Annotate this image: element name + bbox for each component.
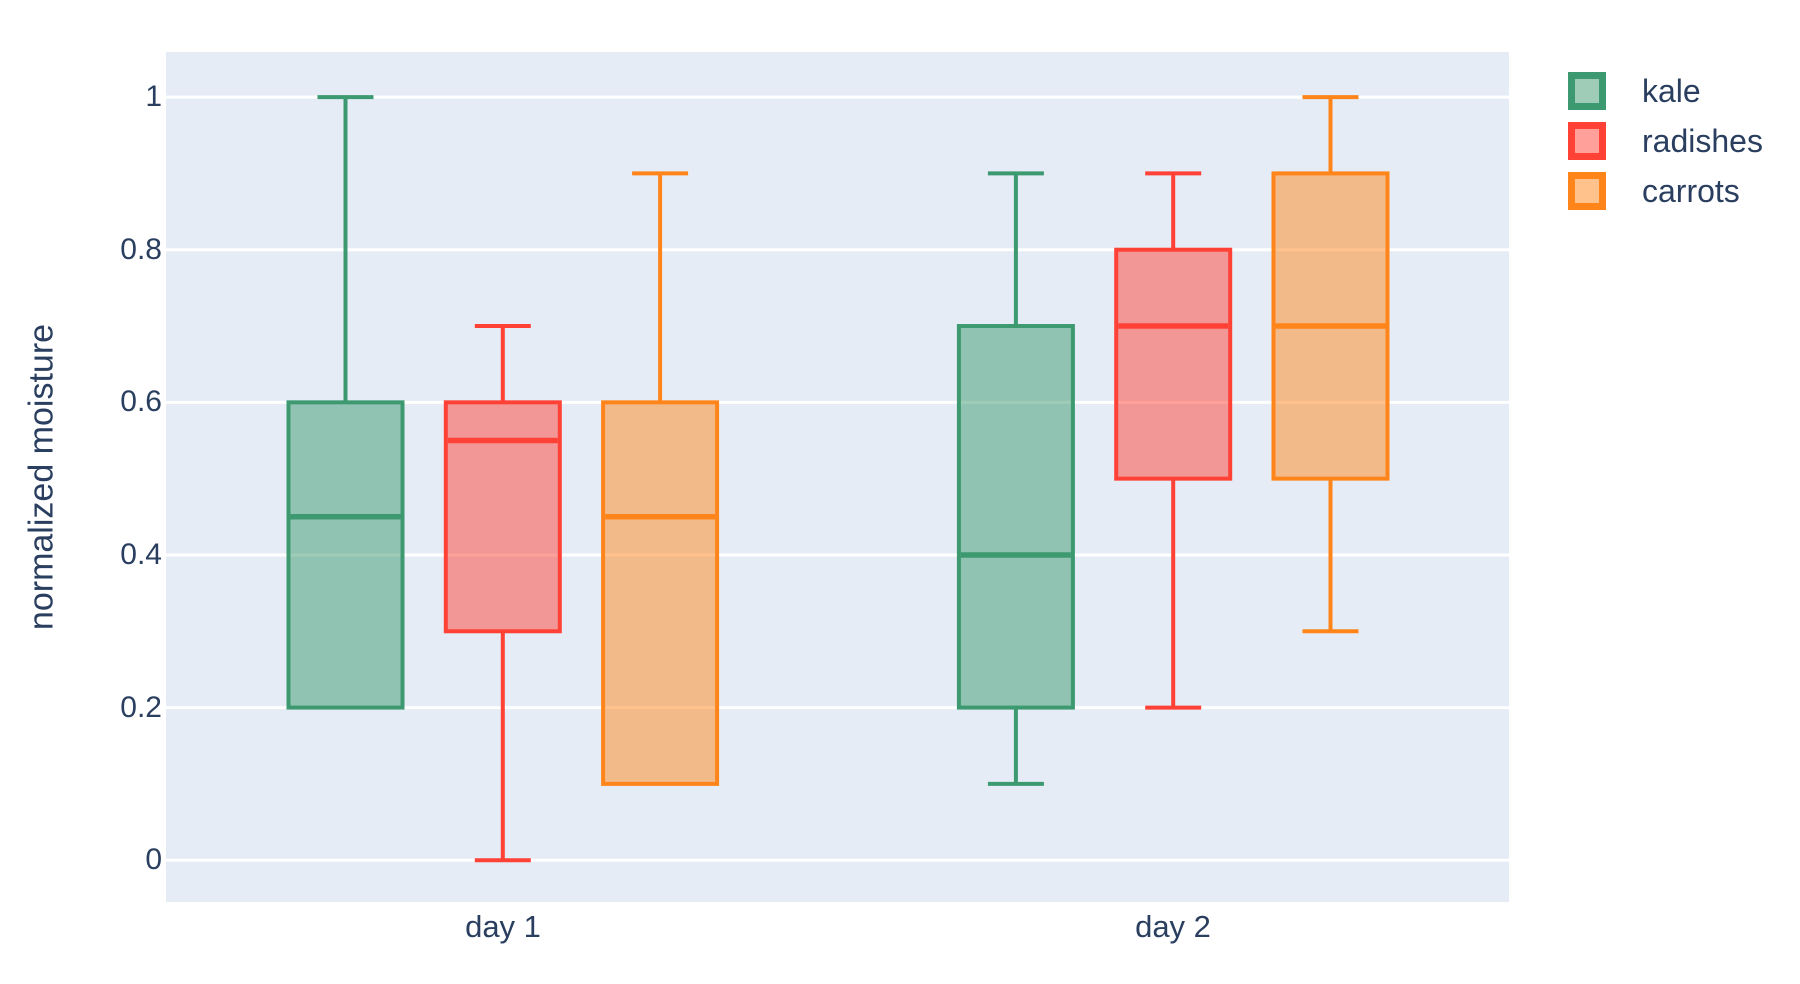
- y-tick-0-8: 0.8: [120, 233, 162, 266]
- legend-label-kale: kale: [1642, 73, 1701, 109]
- iqr-box-carrots-day-1[interactable]: [601, 400, 720, 786]
- legend-swatch-radishes-icon: [1568, 122, 1606, 160]
- box-radishes-day-2[interactable]: [1114, 171, 1233, 710]
- y-tick-0-2: 0.2: [120, 691, 162, 724]
- iqr-box-kale-day-1[interactable]: [286, 400, 405, 710]
- box-radishes-day-1[interactable]: [443, 324, 562, 863]
- y-tick-1: 1: [145, 80, 162, 113]
- box-traces: [286, 95, 1390, 863]
- y-axis-title: normalized moisture: [22, 323, 61, 631]
- box-carrots-day-1[interactable]: [601, 171, 720, 786]
- y-tick-0-4: 0.4: [120, 538, 162, 571]
- legend-item-carrots[interactable]: carrots: [1568, 172, 1763, 210]
- legend-label-carrots: carrots: [1642, 173, 1740, 209]
- legend-item-kale[interactable]: kale: [1568, 72, 1763, 110]
- x-tick-day-2: day 2: [1135, 909, 1211, 944]
- box-kale-day-2[interactable]: [956, 171, 1075, 786]
- iqr-box-kale-day-2[interactable]: [956, 324, 1075, 710]
- y-tick-0-6: 0.6: [120, 385, 162, 418]
- legend-swatch-kale-icon: [1568, 72, 1606, 110]
- legend-label-radishes: radishes: [1642, 123, 1763, 159]
- iqr-box-radishes-day-2[interactable]: [1114, 247, 1233, 481]
- y-tick-0: 0: [145, 843, 162, 876]
- legend-item-radishes[interactable]: radishes: [1568, 122, 1763, 160]
- iqr-box-radishes-day-1[interactable]: [443, 400, 562, 634]
- box-carrots-day-2[interactable]: [1271, 95, 1390, 634]
- box-kale-day-1[interactable]: [286, 95, 405, 710]
- legend-swatch-carrots-icon: [1568, 172, 1606, 210]
- legend: kale radishes carrots: [1568, 72, 1763, 210]
- x-tick-day-1: day 1: [465, 909, 541, 944]
